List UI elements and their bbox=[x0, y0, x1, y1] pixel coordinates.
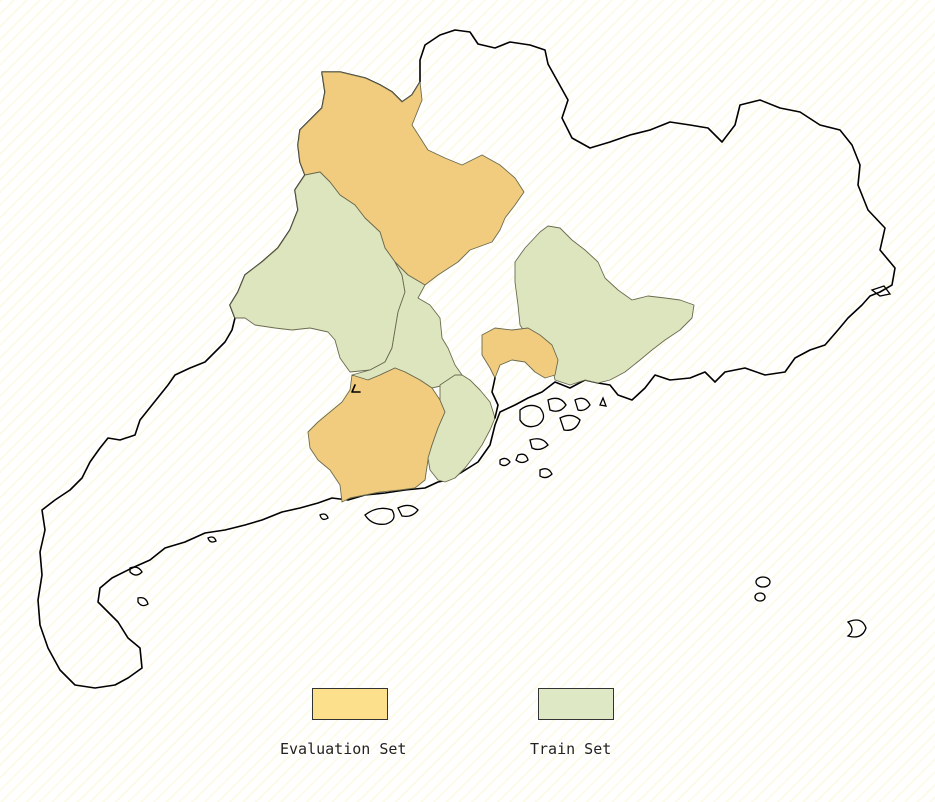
region-pearl-river-east-small bbox=[481, 327, 559, 379]
east-coast-islet bbox=[870, 285, 892, 297]
region-north-central bbox=[297, 71, 525, 286]
region-southwest-central bbox=[307, 367, 446, 503]
legend-evaluation-label: Evaluation Set bbox=[280, 740, 407, 758]
estuary-line bbox=[351, 377, 499, 419]
legend-evaluation-swatch bbox=[312, 688, 388, 720]
legend-train-swatch bbox=[538, 688, 614, 720]
province-outline bbox=[37, 29, 896, 689]
legend-train-label: Train Set bbox=[530, 740, 612, 758]
region-west-central bbox=[229, 171, 406, 373]
east-offshore-islands bbox=[754, 576, 867, 638]
region-pearl-river-west-small bbox=[427, 374, 496, 483]
west-coast-islands bbox=[129, 504, 419, 607]
delta-islands bbox=[499, 396, 608, 479]
